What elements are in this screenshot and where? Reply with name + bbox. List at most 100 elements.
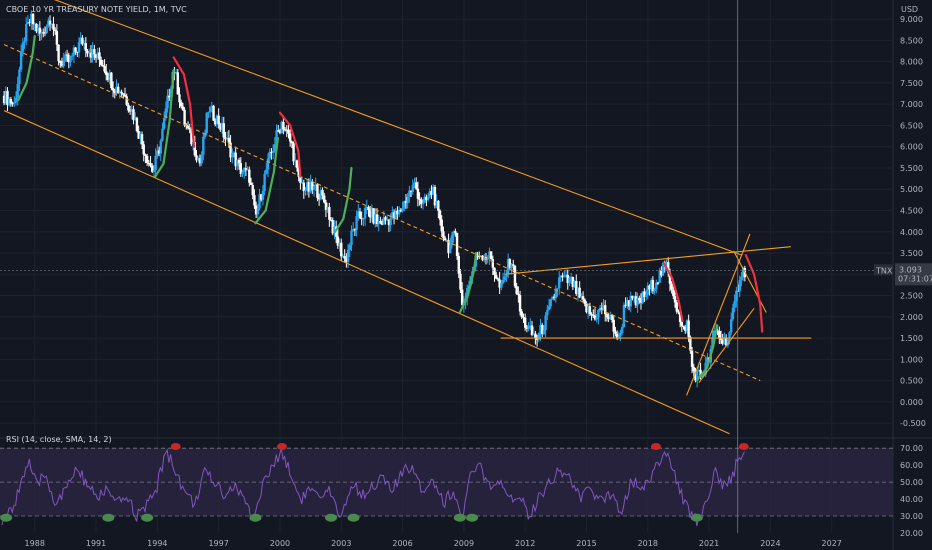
candle-body[interactable] <box>244 168 248 170</box>
candle-body[interactable] <box>581 296 585 300</box>
candle-body[interactable] <box>731 307 735 320</box>
candle-body[interactable] <box>295 160 299 168</box>
candle-body[interactable] <box>362 218 365 220</box>
candle-body[interactable] <box>597 309 600 318</box>
candle-body[interactable] <box>23 40 26 43</box>
candle-body[interactable] <box>706 357 709 363</box>
candle-body[interactable] <box>88 52 91 54</box>
candle-body[interactable] <box>260 194 263 200</box>
candle-body[interactable] <box>277 130 280 132</box>
candle-body[interactable] <box>367 206 370 210</box>
candle-body[interactable] <box>600 307 604 311</box>
candle-body[interactable] <box>59 60 62 63</box>
candle-body[interactable] <box>609 315 612 319</box>
candle-body[interactable] <box>687 320 690 337</box>
candle-body[interactable] <box>198 158 202 164</box>
candle-body[interactable] <box>348 245 351 250</box>
candle-body[interactable] <box>684 326 687 331</box>
candle-body[interactable] <box>380 222 384 225</box>
candle-body[interactable] <box>254 205 258 215</box>
candle-body[interactable] <box>426 196 430 200</box>
candle-body[interactable] <box>394 210 397 219</box>
candle-body[interactable] <box>719 338 723 341</box>
candle-body[interactable] <box>452 231 455 236</box>
candle-body[interactable] <box>93 49 96 55</box>
candle-body[interactable] <box>450 235 454 246</box>
candle-body[interactable] <box>94 54 98 58</box>
candle-body[interactable] <box>74 47 77 52</box>
candle-body[interactable] <box>253 195 256 206</box>
candle-body[interactable] <box>409 190 413 192</box>
candle-body[interactable] <box>668 272 672 284</box>
candle-body[interactable] <box>202 136 205 155</box>
candle-body[interactable] <box>534 333 537 338</box>
candle-body[interactable] <box>108 72 111 80</box>
candle-body[interactable] <box>144 154 147 156</box>
candle-body[interactable] <box>299 176 302 183</box>
candle-body[interactable] <box>181 106 185 110</box>
candle-body[interactable] <box>527 325 530 329</box>
candle-body[interactable] <box>457 255 460 274</box>
candle-body[interactable] <box>71 55 74 57</box>
candle-body[interactable] <box>563 275 566 278</box>
candle-body[interactable] <box>288 133 292 142</box>
candle-body[interactable] <box>636 298 639 306</box>
candle-body[interactable] <box>25 24 28 41</box>
candle-body[interactable] <box>447 240 450 254</box>
candle-body[interactable] <box>168 95 171 98</box>
candle-body[interactable] <box>50 23 53 25</box>
candle-body[interactable] <box>442 231 445 239</box>
candle-body[interactable] <box>130 109 134 112</box>
candle-body[interactable] <box>403 201 406 209</box>
candle-body[interactable] <box>571 276 575 288</box>
candle-body[interactable] <box>248 169 251 183</box>
candle-body[interactable] <box>389 218 392 226</box>
candle-body[interactable] <box>297 167 300 177</box>
candle-body[interactable] <box>350 230 353 246</box>
candle-body[interactable] <box>110 72 113 88</box>
candle-body[interactable] <box>76 51 79 53</box>
candle-body[interactable] <box>128 110 132 112</box>
candle-body[interactable] <box>273 144 277 151</box>
candle-body[interactable] <box>392 212 396 219</box>
candle-body[interactable] <box>111 87 115 91</box>
candle-body[interactable] <box>384 217 387 221</box>
candle-body[interactable] <box>145 155 149 163</box>
candle-body[interactable] <box>336 236 340 246</box>
candle-body[interactable] <box>604 305 607 315</box>
candle-body[interactable] <box>149 163 152 166</box>
candle-body[interactable] <box>435 200 438 206</box>
candle-body[interactable] <box>619 332 622 337</box>
candle-body[interactable] <box>365 206 369 209</box>
candle-body[interactable] <box>312 186 316 190</box>
candle-body[interactable] <box>67 55 70 63</box>
candle-body[interactable] <box>246 169 249 171</box>
candle-body[interactable] <box>351 229 355 231</box>
candle-body[interactable] <box>617 336 621 339</box>
candle-body[interactable] <box>554 289 558 298</box>
candle-body[interactable] <box>724 337 728 346</box>
candle-body[interactable] <box>399 209 403 212</box>
candle-body[interactable] <box>174 72 178 74</box>
candle-body[interactable] <box>438 210 442 220</box>
candle-body[interactable] <box>437 200 440 211</box>
candle-body[interactable] <box>711 337 714 350</box>
candle-body[interactable] <box>203 132 207 137</box>
candle-body[interactable] <box>721 340 724 344</box>
candle-body[interactable] <box>338 242 341 246</box>
candle-body[interactable] <box>57 44 60 61</box>
candle-body[interactable] <box>445 240 449 242</box>
candle-body[interactable] <box>270 151 273 153</box>
candle-body[interactable] <box>161 128 164 141</box>
candle-body[interactable] <box>495 274 498 279</box>
candle-body[interactable] <box>19 51 23 70</box>
candle-body[interactable] <box>35 23 38 32</box>
candle-body[interactable] <box>643 291 646 297</box>
candle-body[interactable] <box>590 314 593 316</box>
candle-body[interactable] <box>624 304 627 306</box>
candle-body[interactable] <box>343 256 346 259</box>
candle-body[interactable] <box>418 198 421 200</box>
candle-body[interactable] <box>101 64 105 66</box>
candle-body[interactable] <box>695 370 699 381</box>
candle-body[interactable] <box>179 102 183 107</box>
